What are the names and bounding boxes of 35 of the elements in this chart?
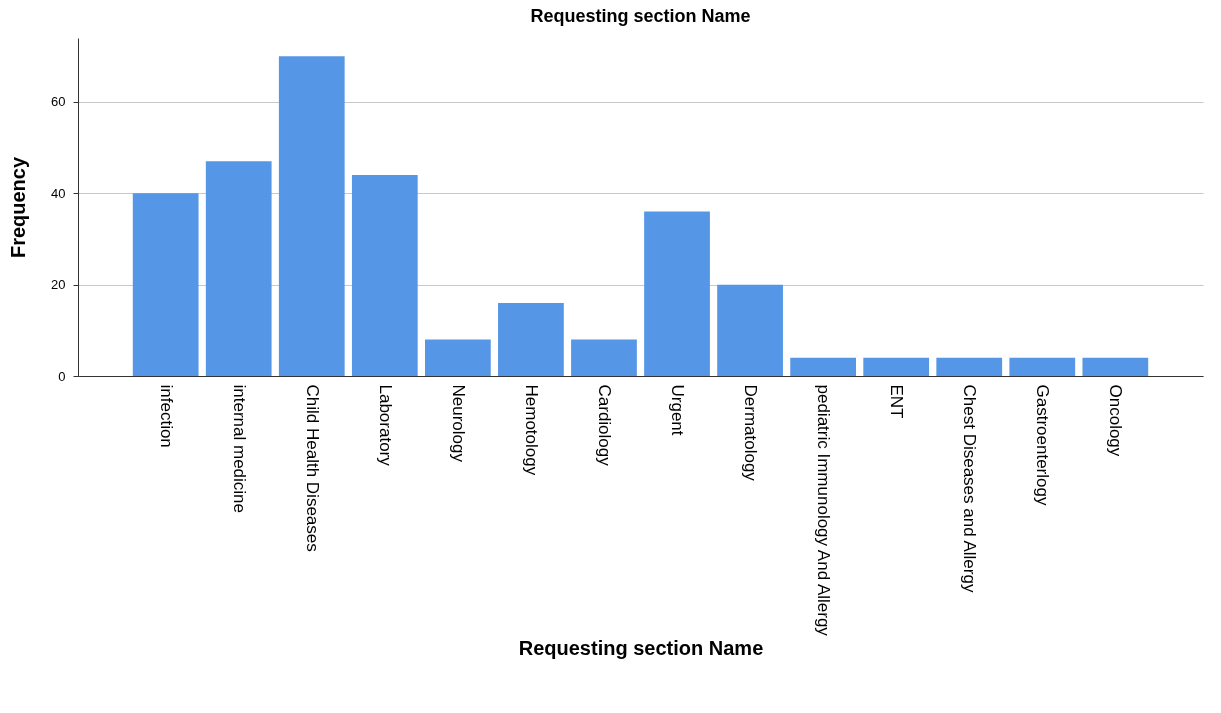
bar bbox=[1082, 357, 1149, 376]
bar bbox=[790, 357, 856, 376]
x-tick-label: Cardiology bbox=[594, 384, 614, 467]
bar bbox=[498, 302, 564, 376]
x-tick-label: ENT bbox=[887, 384, 907, 419]
x-tick-label: Neurology bbox=[448, 384, 468, 463]
bar bbox=[425, 339, 491, 376]
bar bbox=[132, 193, 199, 376]
x-tick-label: Urgent bbox=[668, 384, 688, 436]
x-tick-label: Child Health Diseases bbox=[302, 384, 322, 552]
x-tick-label: Oncology bbox=[1106, 384, 1126, 457]
x-tick-label: Gastroenterlogy bbox=[1033, 384, 1053, 506]
x-tick-label: pediatric Immunology And Allergy bbox=[814, 384, 834, 637]
x-tick-label: Dermatology bbox=[741, 384, 761, 482]
bar bbox=[205, 161, 272, 376]
y-tick-label: 40 bbox=[51, 185, 66, 201]
bar bbox=[936, 357, 1003, 376]
x-tick-label: Hemotology bbox=[521, 384, 541, 476]
bar bbox=[278, 56, 345, 376]
bar bbox=[1009, 357, 1076, 376]
x-axis-title: Requesting section Name bbox=[518, 636, 764, 659]
bar bbox=[717, 284, 783, 376]
x-tick-label: Laboratory bbox=[375, 384, 395, 467]
y-axis-title: Frequency bbox=[7, 156, 30, 259]
x-tick-label: Chest Diseases and Allergy bbox=[960, 384, 980, 593]
bar bbox=[644, 211, 710, 376]
x-tick-label: infection bbox=[156, 384, 176, 448]
bar bbox=[351, 175, 418, 376]
y-tick-label: 0 bbox=[58, 368, 66, 384]
chart-title: Requesting section Name bbox=[530, 6, 751, 26]
bar bbox=[863, 357, 930, 376]
y-tick-label: 60 bbox=[51, 94, 66, 110]
y-tick-label: 20 bbox=[51, 277, 66, 293]
bar bbox=[571, 339, 637, 376]
x-tick-label: internal medicine bbox=[229, 384, 249, 514]
